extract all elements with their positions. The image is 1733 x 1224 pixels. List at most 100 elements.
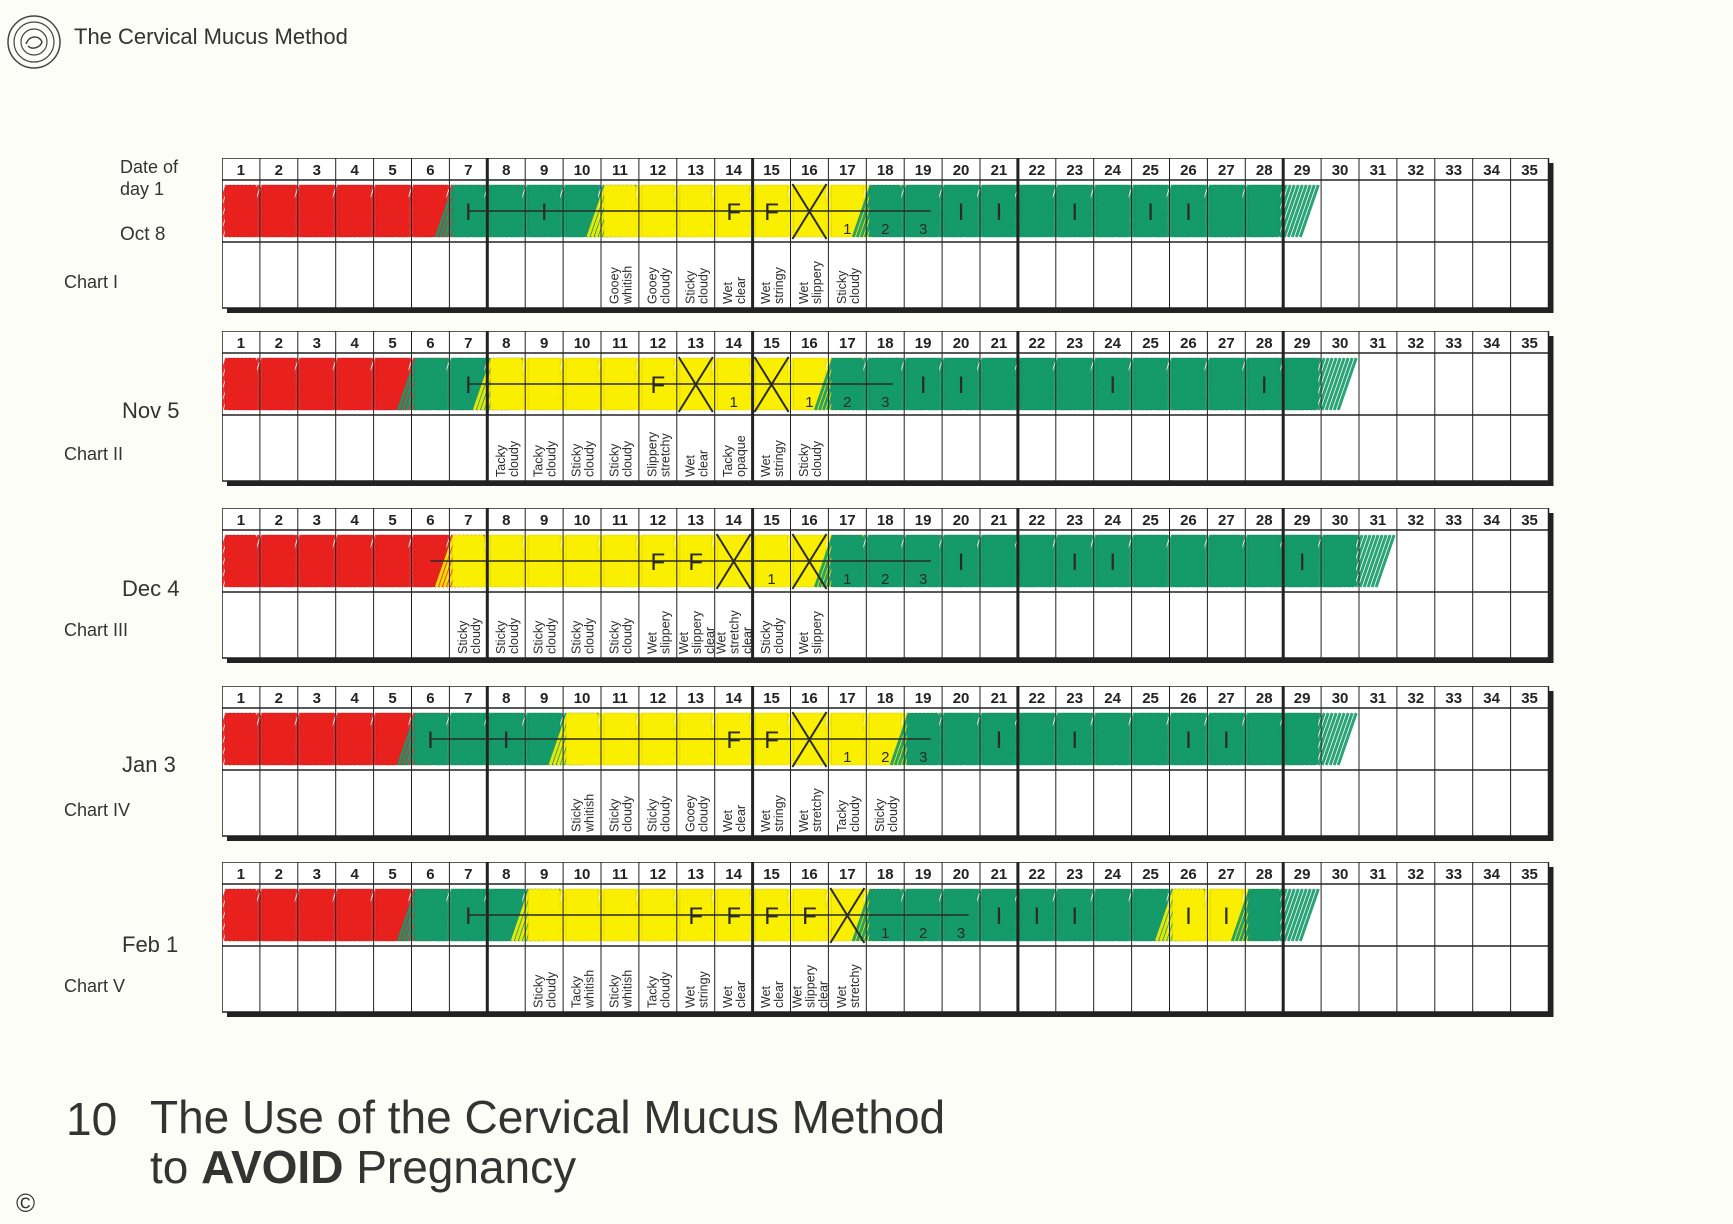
day-number: 19: [915, 335, 932, 352]
section-title-line1: The Use of the Cervical Mucus Method: [150, 1091, 946, 1143]
mucus-note: Wet: [759, 454, 773, 477]
day-number: 1: [237, 162, 245, 179]
count-mark: 1: [843, 571, 851, 588]
day-number: 31: [1370, 512, 1387, 529]
count-mark: 3: [919, 749, 927, 766]
cycle-grid: 1 2 3 4 5 6 7 8 9 10 11 12 13 14 15 16 17 18 19 20 21 22 23 24 2…: [207, 685, 1554, 841]
mucus-note: cloudy: [583, 617, 597, 654]
mucus-note: Wet: [721, 281, 735, 304]
day-number: 9: [540, 512, 548, 529]
mucus-note: cloudy: [545, 440, 559, 477]
day-number: 16: [801, 335, 818, 352]
day-number: 7: [464, 162, 472, 179]
cycle-chart: 1 2 3 4 5 6 7 8 9 10 11 12 13 14 15 16 17 18 19 20 21 22 23 24 2…: [207, 507, 1557, 671]
chart-name: Chart IV: [64, 800, 131, 820]
mucus-note: Sticky: [683, 270, 697, 304]
day-number: 17: [839, 335, 856, 352]
mucus-note: Wet: [797, 631, 811, 654]
mucus-note: opaque: [734, 435, 748, 477]
mucus-note: Wet: [677, 631, 691, 654]
day-number: 6: [426, 690, 434, 707]
fertile-mark: F: [764, 199, 779, 226]
day-number: 5: [388, 335, 396, 352]
mucus-note: cloudy: [620, 617, 634, 654]
mucus-note: Tacky: [532, 444, 546, 477]
day-number: 24: [1104, 866, 1121, 883]
day-number: 35: [1521, 866, 1538, 883]
day-number: 25: [1142, 690, 1159, 707]
day-number: 14: [725, 162, 742, 179]
mucus-note: Wet: [759, 809, 773, 832]
day-number: 3: [313, 162, 321, 179]
infertile-mark: I: [1109, 372, 1116, 399]
peak-day-mark: [677, 356, 714, 413]
infertile-mark: I: [958, 199, 965, 226]
mucus-note: clear: [734, 981, 748, 1008]
day-number: 35: [1521, 512, 1538, 529]
day-number: 17: [839, 690, 856, 707]
day-number: 27: [1218, 690, 1235, 707]
day-number: 3: [313, 512, 321, 529]
mucus-note: slippery: [803, 964, 817, 1008]
day-number: 13: [687, 335, 704, 352]
day-number: 19: [915, 866, 932, 883]
dry-day-cell: [1230, 184, 1320, 238]
day-number: 18: [877, 162, 894, 179]
day-number: 15: [763, 866, 780, 883]
fertile-mark: F: [764, 727, 779, 754]
day-number: 17: [839, 162, 856, 179]
fertile-mark: F: [651, 372, 666, 399]
chart-start-date: Jan 3: [122, 752, 176, 777]
infertile-mark: I: [1223, 727, 1230, 754]
count-mark: 1: [843, 749, 851, 766]
infertile-mark: I: [1223, 903, 1230, 930]
day-number: 12: [650, 866, 667, 883]
header-title: The Cervical Mucus Method: [74, 24, 348, 49]
day-number: 31: [1370, 866, 1387, 883]
infertile-mark: I: [465, 903, 472, 930]
day-number: 29: [1294, 512, 1311, 529]
mucus-note: Tacky: [645, 975, 659, 1008]
day-number: 5: [388, 162, 396, 179]
mucus-note: cloudy: [886, 795, 900, 832]
mucus-note: Gooey: [683, 794, 697, 832]
day-number: 11: [612, 162, 628, 179]
mucus-note: clear: [734, 277, 748, 304]
day-number: 16: [801, 512, 818, 529]
day-number: 12: [650, 335, 667, 352]
day-number: 23: [1066, 335, 1083, 352]
day-number: 3: [313, 335, 321, 352]
day-number: 3: [313, 866, 321, 883]
infertile-mark: I: [465, 372, 472, 399]
day-number: 25: [1142, 335, 1159, 352]
mucus-note: Wet: [790, 985, 804, 1008]
mucus-note: stringy: [772, 439, 786, 477]
day-number: 19: [915, 512, 932, 529]
section-number: 10: [66, 1093, 118, 1145]
infertile-mark: I: [1261, 372, 1268, 399]
peak-day-mark: [791, 183, 828, 240]
date-of-day-1-label: Date of day 1: [120, 157, 179, 199]
mucus-note: Gooey: [607, 266, 621, 304]
day-number: 26: [1180, 690, 1197, 707]
day-number: 23: [1066, 690, 1083, 707]
mucus-note: Gooey: [645, 266, 659, 304]
day-number: 2: [275, 866, 283, 883]
day-number: 22: [1029, 335, 1046, 352]
day-number: 29: [1294, 690, 1311, 707]
count-mark: 2: [919, 925, 927, 942]
infertile-mark: I: [541, 199, 548, 226]
day-number: 3: [313, 690, 321, 707]
day-number: 28: [1256, 512, 1273, 529]
day-number: 8: [502, 335, 510, 352]
day-number: 15: [763, 335, 780, 352]
infertile-mark: I: [996, 727, 1003, 754]
fertile-mark: F: [726, 903, 741, 930]
day-number: 27: [1218, 512, 1235, 529]
copyright-symbol: ©: [16, 1188, 36, 1218]
day-number: 11: [612, 690, 628, 707]
mucus-note: Tacky: [570, 975, 584, 1008]
day-number: 11: [612, 512, 628, 529]
day-number: 13: [687, 512, 704, 529]
day-number: 6: [426, 866, 434, 883]
